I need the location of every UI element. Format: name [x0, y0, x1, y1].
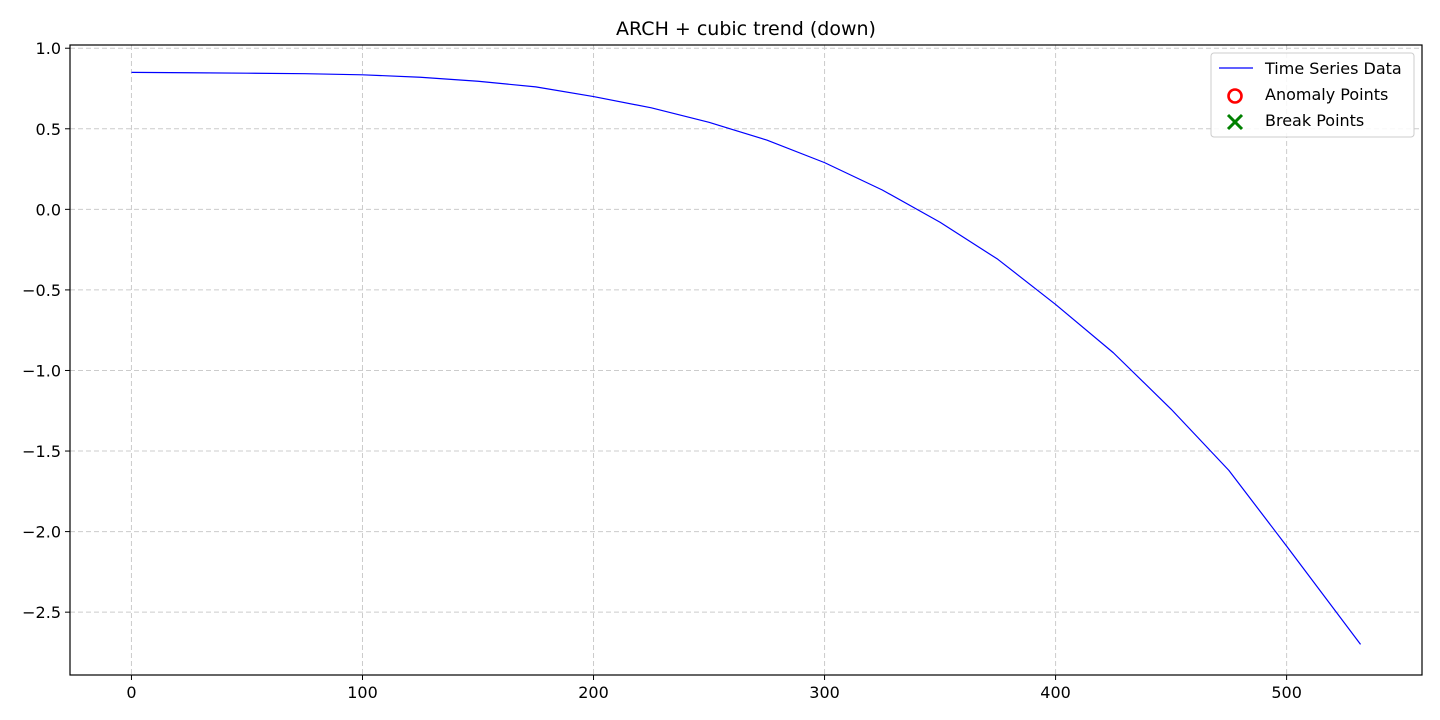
legend: Time Series Data Anomaly Points Break Po…: [1210, 52, 1415, 138]
legend-label-break: Break Points: [1265, 111, 1364, 130]
legend-anomaly-marker: [1227, 88, 1243, 104]
grid: [70, 45, 1422, 675]
y-tick-label: −2.0: [22, 523, 61, 542]
y-tick-label: 0.0: [36, 200, 61, 219]
y-tick-label: 1.0: [36, 39, 61, 58]
y-tick-label: −0.5: [22, 281, 61, 300]
chart-title: ARCH + cubic trend (down): [616, 18, 876, 40]
y-tick-label: 0.5: [36, 120, 61, 139]
x-tick-label: 300: [809, 683, 840, 702]
y-tick-label: −1.0: [22, 361, 61, 380]
y-tick-label: −1.5: [22, 442, 61, 461]
x-tick-label: 0: [126, 683, 136, 702]
legend-label-time-series: Time Series Data: [1264, 59, 1402, 78]
x-tick-label: 200: [578, 683, 609, 702]
plot-area: [131, 71, 1362, 645]
x-tick-label: 400: [1040, 683, 1071, 702]
legend-label-anomaly: Anomaly Points: [1265, 85, 1388, 104]
x-tick-label: 500: [1271, 683, 1302, 702]
y-tick-label: −2.5: [22, 603, 61, 622]
x-tick-label: 100: [347, 683, 378, 702]
series-line-time-series: [131, 71, 1362, 645]
legend-break-marker: [1226, 113, 1244, 131]
axes: 0 100 200 300 400 500 1.0 0.5 0.0 −0.5 −1.0 −1.5 −2.…: [22, 39, 1302, 702]
plot-frame: [69, 44, 1423, 676]
legend-box: [1210, 52, 1415, 138]
